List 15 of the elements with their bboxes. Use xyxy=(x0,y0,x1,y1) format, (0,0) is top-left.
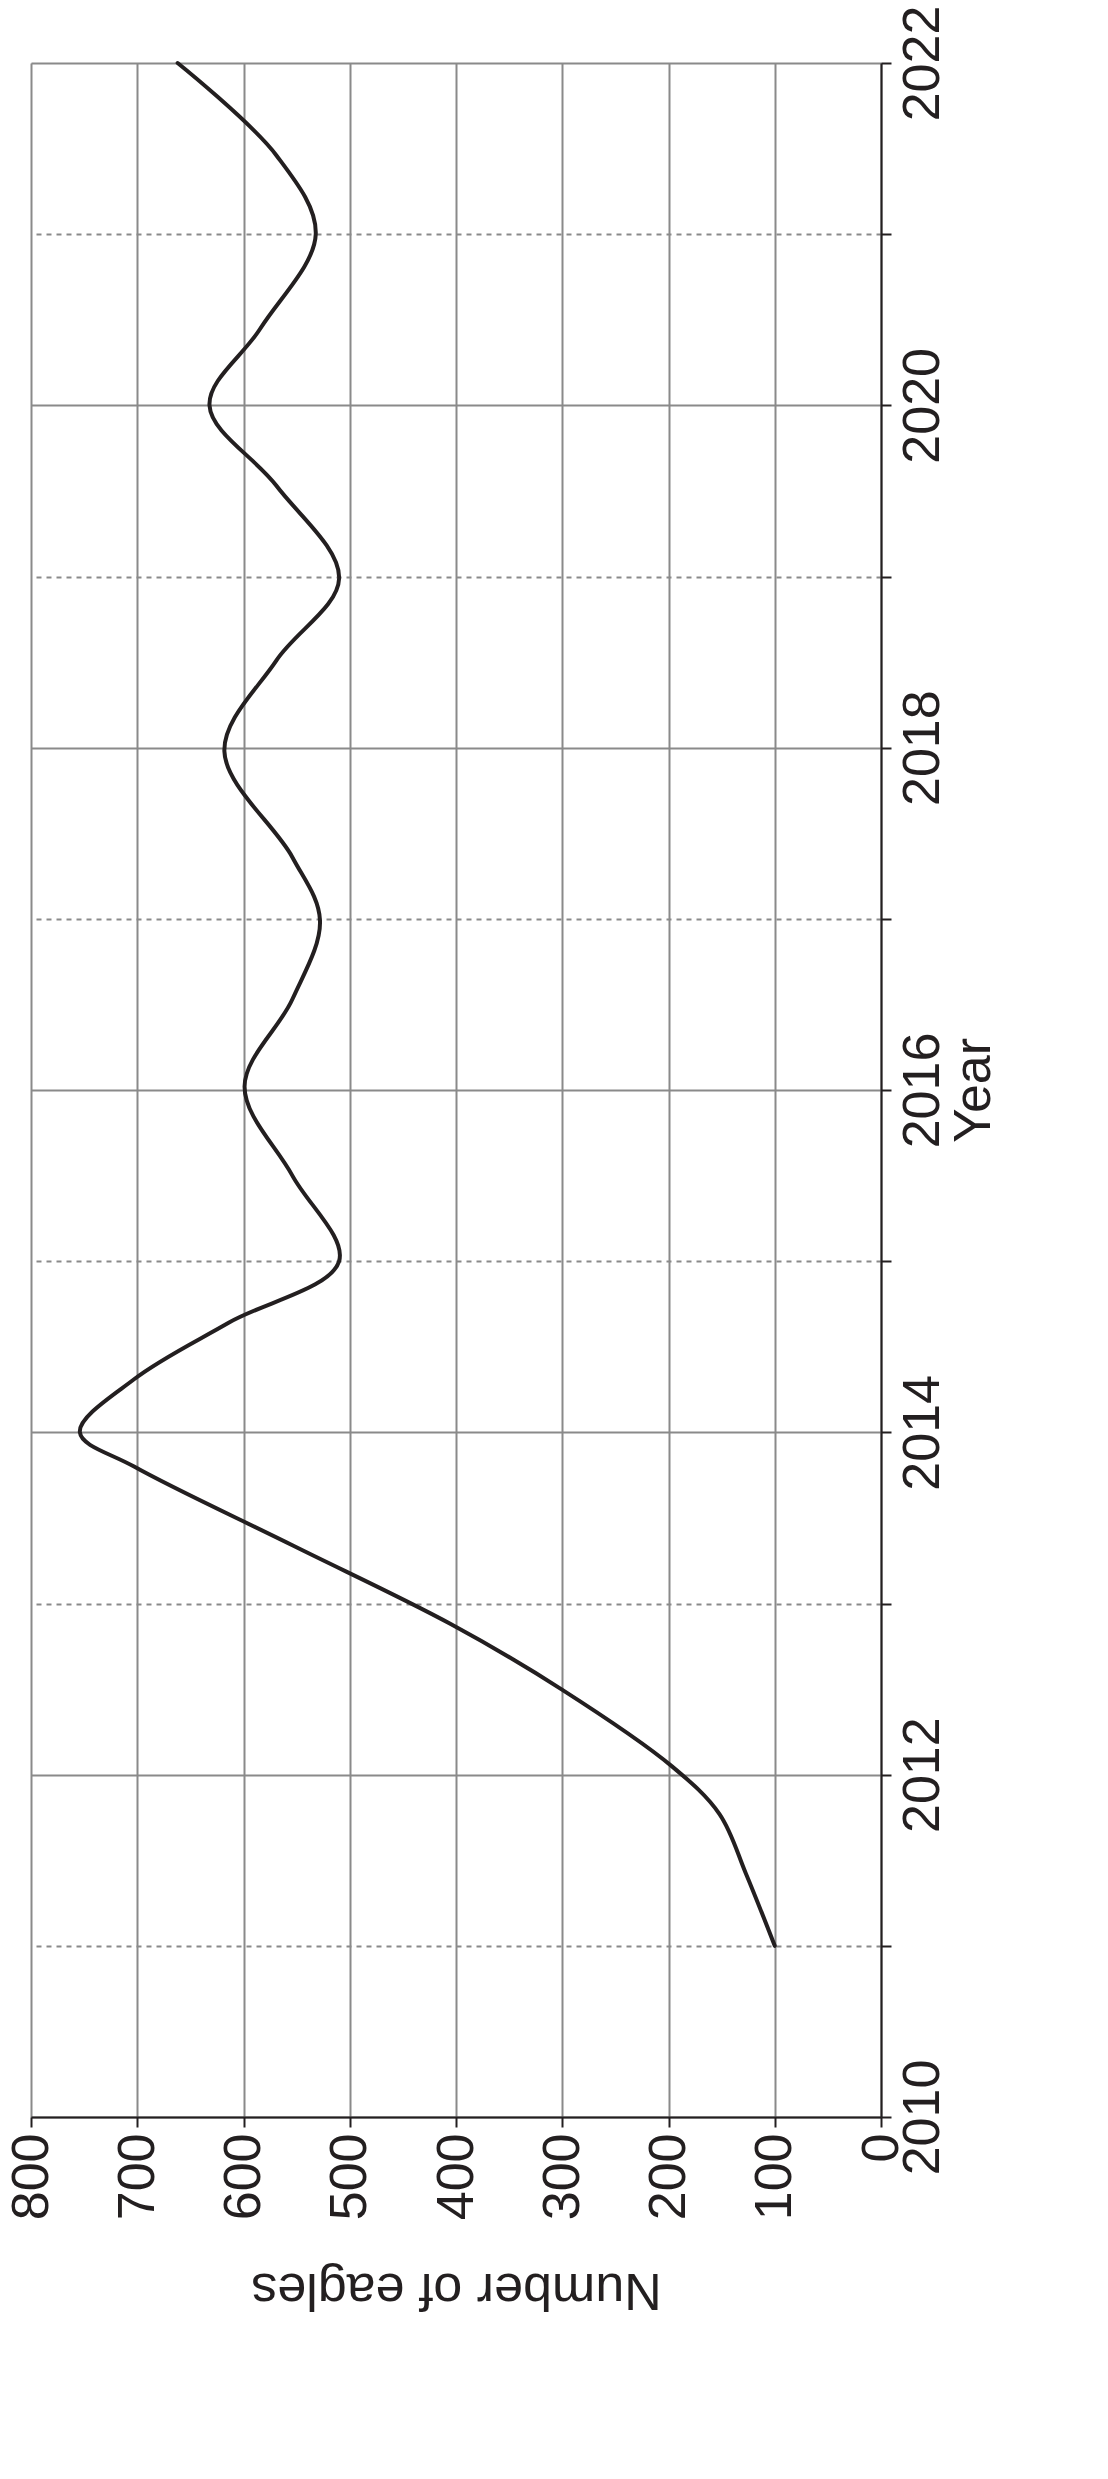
x-tick-label: 200 xyxy=(638,2133,696,2221)
x-tick-label: 100 xyxy=(744,2133,803,2221)
x-axis-title: Number of eagles xyxy=(251,2263,662,2322)
y-tick-label: 2022 xyxy=(891,5,950,122)
y-tick-label: 2014 xyxy=(891,1374,950,1491)
x-tick-label: 600 xyxy=(213,2133,271,2221)
x-tick-label: 700 xyxy=(106,2133,165,2221)
line-series xyxy=(77,61,777,1948)
x-tick-label: 800 xyxy=(0,2133,59,2221)
y-tick-label: 2012 xyxy=(891,1717,950,1834)
x-tick-label: 400 xyxy=(425,2133,484,2221)
y-tick-label: 2020 xyxy=(891,347,950,464)
x-tick-label: 300 xyxy=(531,2133,590,2221)
x-tick-label: 500 xyxy=(319,2133,378,2221)
y-tick-label: 2018 xyxy=(891,690,950,807)
